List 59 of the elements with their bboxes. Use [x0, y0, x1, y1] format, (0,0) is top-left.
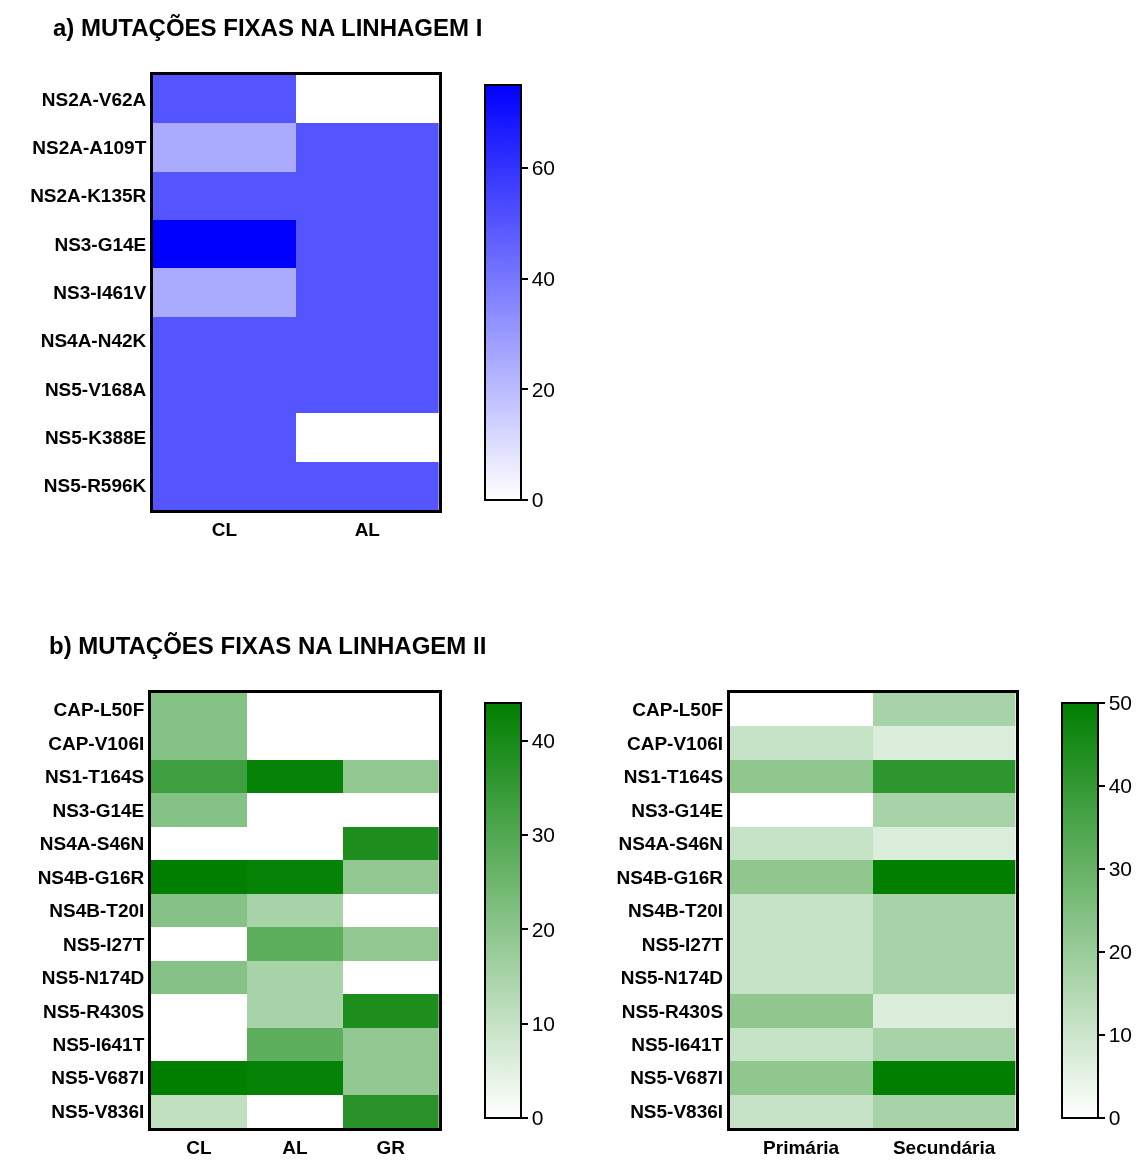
- y-tick-label: NS4B-T20I: [49, 900, 145, 922]
- y-tick-label: NS2A-K135R: [30, 185, 147, 207]
- x-tick-label: AL: [282, 1136, 308, 1158]
- color-bar-label: 30: [531, 823, 556, 847]
- x-tick-label: CL: [211, 518, 238, 540]
- y-tick-label: NS1-T164S: [623, 766, 724, 788]
- color-bar-label: 10: [531, 1012, 556, 1036]
- y-tick-label: NS4A-S46N: [618, 833, 724, 855]
- color-bar-label: 20: [1108, 940, 1133, 964]
- color-bar-label: 40: [531, 729, 556, 753]
- y-tick-label: NS3-I461V: [53, 282, 147, 304]
- y-tick-label: NS3-G14E: [52, 799, 145, 821]
- color-bar-label: 40: [1108, 774, 1133, 798]
- y-tick-label: NS5-K388E: [44, 427, 147, 449]
- y-tick-label: NS5-I27T: [641, 933, 724, 955]
- y-tick-label: NS5-R430S: [621, 1000, 724, 1022]
- x-tick-label: GR: [376, 1136, 406, 1158]
- y-tick-label: NS3-G14E: [54, 233, 147, 255]
- color-bar-label: 0: [531, 1106, 544, 1130]
- y-tick-label: NS4B-G16R: [37, 866, 145, 888]
- y-tick-label: NS4B-G16R: [616, 866, 724, 888]
- y-tick-label: NS5-R430S: [42, 1000, 145, 1022]
- x-tick-label: Primária: [763, 1136, 840, 1158]
- y-tick-label: NS4A-S46N: [39, 833, 145, 855]
- x-tick-label: AL: [354, 518, 381, 540]
- color-bar-label: 10: [1108, 1023, 1133, 1047]
- y-tick-label: NS5-V687I: [51, 1067, 145, 1089]
- y-tick-label: NS5-I641T: [52, 1034, 145, 1055]
- y-tick-label: NS2A-V62A: [41, 88, 147, 110]
- x-tick-label: CL: [186, 1136, 212, 1158]
- y-tick-label: NS4B-T20I: [628, 900, 724, 922]
- y-tick-label: CAP-L50F: [53, 699, 145, 721]
- color-bar-label: 30: [1108, 857, 1133, 881]
- y-tick-label: NS3-G14E: [631, 799, 724, 821]
- y-tick-label: NS5-I27T: [63, 933, 145, 955]
- y-tick-label: NS5-V168A: [44, 378, 147, 400]
- y-tick-label: NS5-I641T: [631, 1034, 724, 1055]
- y-tick-label: CAP-V106I: [626, 732, 724, 754]
- y-tick-label: CAP-V106I: [48, 732, 145, 754]
- y-tick-label: NS5-V836I: [630, 1100, 724, 1122]
- chart-title: a) MUTAÇÕES FIXAS NA LINHAGEM I: [53, 14, 483, 41]
- color-bar-label: 20: [531, 377, 556, 401]
- y-tick-label: NS5-V836I: [51, 1100, 145, 1122]
- y-tick-label: CAP-L50F: [632, 699, 724, 721]
- color-bar-label: 20: [531, 917, 556, 941]
- y-tick-label: NS1-T164S: [45, 766, 145, 788]
- y-tick-label: NS5-V687I: [630, 1067, 724, 1089]
- color-bar-label: 0: [531, 488, 544, 512]
- color-bar-label: 0: [1108, 1106, 1121, 1130]
- y-tick-label: NS5-R596K: [43, 475, 147, 497]
- color-bar-label: 60: [531, 156, 556, 180]
- color-bar-label: 50: [1108, 691, 1133, 715]
- y-tick-label: NS5-N174D: [41, 967, 145, 989]
- y-tick-label: NS5-N174D: [620, 967, 724, 989]
- color-bar-label: 40: [531, 267, 556, 291]
- y-tick-label: NS2A-A109T: [32, 137, 147, 159]
- x-tick-label: Secundária: [892, 1136, 996, 1158]
- chart-title: b) MUTAÇÕES FIXAS NA LINHAGEM II: [49, 632, 487, 659]
- y-tick-label: NS4A-N42K: [40, 330, 147, 352]
